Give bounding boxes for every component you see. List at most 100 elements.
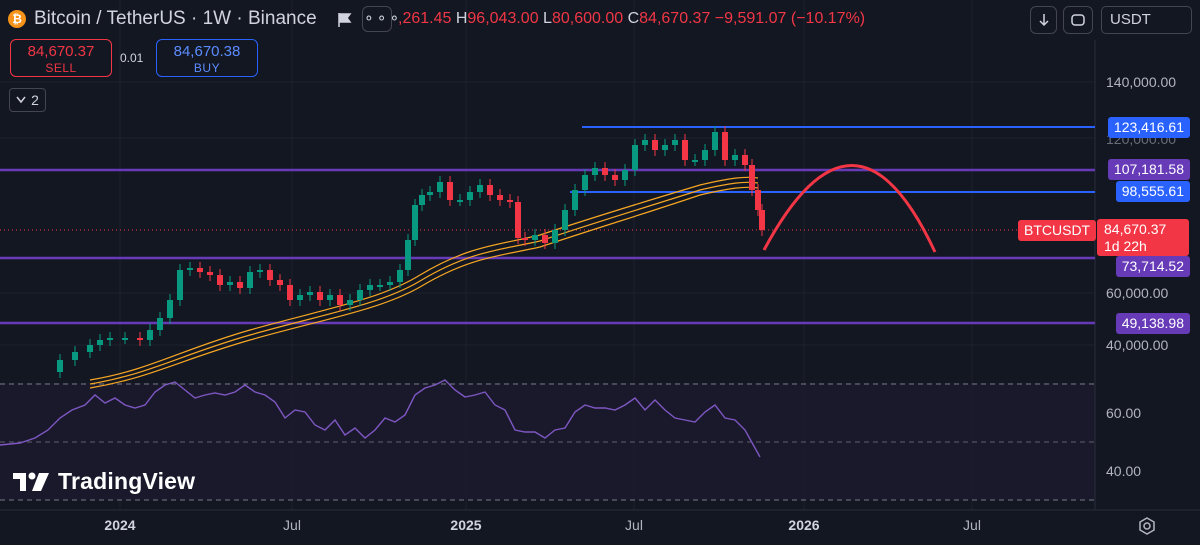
candle-body <box>632 145 638 170</box>
bar-countdown: 1d 22h <box>1104 238 1147 254</box>
candle-body <box>602 168 608 175</box>
price-tick: 60,000.00 <box>1106 285 1169 301</box>
candle-body <box>317 292 323 300</box>
sell-price: 84,670.37 <box>27 43 95 60</box>
candle-body <box>72 352 78 360</box>
candle-body <box>377 285 383 287</box>
candle-body <box>682 140 688 160</box>
candle-body <box>267 270 273 280</box>
fullscreen-button[interactable] <box>1063 6 1093 34</box>
ohlc-low-label: L <box>543 10 552 27</box>
candle-body <box>722 132 728 160</box>
candle-body <box>357 290 363 300</box>
tradingview-logo: TradingView <box>12 468 195 495</box>
symbol-tag: BTCUSDT <box>1018 220 1097 241</box>
candle-body <box>327 295 333 300</box>
sell-label: SELL <box>45 61 77 75</box>
candle-body <box>397 270 403 282</box>
candle-body <box>107 338 113 340</box>
ohlc-close-label: C <box>627 10 640 27</box>
candle-body <box>297 295 303 300</box>
candle-body <box>237 282 243 288</box>
candle-body <box>487 185 493 195</box>
level-label-107181: 107,181.58 <box>1107 159 1190 180</box>
candle-body <box>532 235 538 240</box>
candle-body <box>732 155 738 160</box>
candle-body <box>447 182 453 200</box>
candle-body <box>347 300 353 305</box>
candle-body <box>755 190 761 210</box>
candle-body <box>287 285 293 300</box>
candle-body <box>307 292 313 295</box>
tradingview-icon <box>13 472 49 491</box>
currency-select[interactable]: USDT <box>1101 6 1192 34</box>
candle-body <box>497 195 503 200</box>
candle-body <box>507 200 513 202</box>
level-label-49138: 49,138.98 <box>1115 313 1190 334</box>
candle-body <box>672 140 678 145</box>
level-label-73714: 73,714.52 <box>1115 256 1190 277</box>
price-tick: 40,000.00 <box>1106 337 1169 353</box>
candle-body <box>197 268 203 272</box>
last-price-value: 84,670.37 <box>1104 221 1167 237</box>
ohlc-open: ,261.45 <box>398 10 452 27</box>
candle-body <box>57 360 63 372</box>
fullscreen-icon <box>1071 14 1085 26</box>
candle-body <box>227 282 233 285</box>
level-label-98555: 98,555.61 <box>1115 181 1190 202</box>
buy-price: 84,670.38 <box>173 43 241 60</box>
candle-body <box>742 155 748 165</box>
buy-button[interactable]: 84,670.38 BUY <box>156 39 258 77</box>
time-tick: 2025 <box>450 517 482 533</box>
candle-body <box>387 282 393 285</box>
indicators-count: 2 <box>31 92 39 108</box>
candle-body <box>467 192 473 200</box>
rsi-line <box>0 379 761 458</box>
candle-body <box>759 210 765 230</box>
time-tick: 2026 <box>788 517 820 533</box>
candle-body <box>157 318 163 330</box>
arrow-down-icon <box>1038 14 1049 27</box>
candle-body <box>662 145 668 150</box>
candle-body <box>477 185 483 192</box>
settings-gear-icon[interactable] <box>1137 516 1157 541</box>
indicators-toggle[interactable]: 2 <box>9 88 46 112</box>
candle-body <box>692 160 698 162</box>
candle-body <box>167 300 173 318</box>
candle-body <box>622 170 628 180</box>
candle-body <box>457 200 463 202</box>
symbol-title[interactable]: Bitcoin / TetherUS · 1W · Binance <box>34 8 317 29</box>
tradingview-wordmark: TradingView <box>58 468 196 494</box>
candle-body <box>177 270 183 300</box>
candlestick-series <box>57 126 765 378</box>
candle-body <box>419 195 425 205</box>
candle-body <box>582 175 588 190</box>
candle-body <box>562 210 568 230</box>
ohlc-change: −9,591.07 (−10.17%) <box>714 10 866 27</box>
ohlc-high-label: H <box>455 10 468 27</box>
candle-body <box>367 285 373 290</box>
candle-body <box>247 272 253 288</box>
time-tick: Jul <box>963 517 981 533</box>
candle-body <box>702 150 708 160</box>
time-tick: Jul <box>283 517 301 533</box>
projection-arc <box>762 164 937 253</box>
chevron-down-icon <box>16 96 26 104</box>
candle-body <box>522 238 528 240</box>
candle-body <box>257 270 263 272</box>
spread-value: 0.01 <box>120 51 144 65</box>
flag-icon[interactable] <box>332 8 358 32</box>
more-options-icon[interactable]: ⚬⚬⚬ <box>362 6 400 32</box>
candle-body <box>137 338 143 340</box>
sell-button[interactable]: 84,670.37 SELL <box>10 39 112 77</box>
candle-body <box>97 340 103 345</box>
download-arrow-button[interactable] <box>1030 6 1057 34</box>
candle-body <box>572 190 578 210</box>
time-tick: Jul <box>625 517 643 533</box>
candle-body <box>652 140 658 150</box>
rsi-tick: 60.00 <box>1106 405 1142 421</box>
ohlc-close: 84,670.37 <box>639 10 711 27</box>
candle-body <box>87 345 93 352</box>
candle-body <box>207 272 213 275</box>
